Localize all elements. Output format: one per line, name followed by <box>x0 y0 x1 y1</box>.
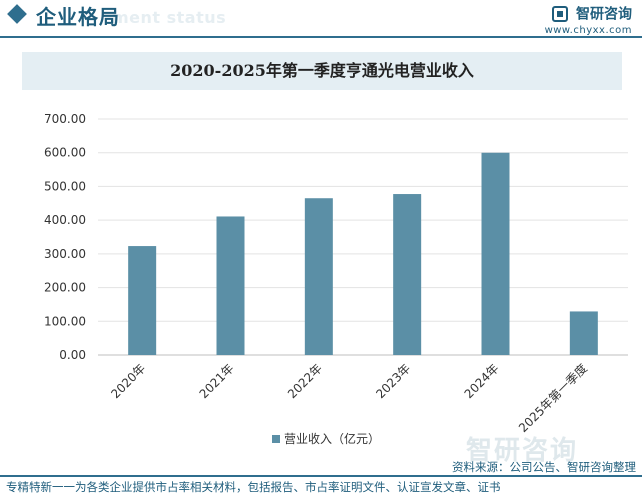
bar <box>216 216 245 355</box>
footer-watermark: 智研咨询 <box>466 436 579 466</box>
legend: 营业收入（亿元） <box>272 431 380 446</box>
y-tick-label: 600.00 <box>44 146 86 160</box>
revenue-bar-chart: 0.00 100.00 200.00 300.00 400.00 500.00 600.00… <box>44 112 628 446</box>
y-tick-label: 200.00 <box>44 281 86 295</box>
y-tick-label: 700.00 <box>44 112 86 126</box>
x-tick-label: 2023年 <box>373 361 413 401</box>
y-tick-label: 500.00 <box>44 179 86 193</box>
x-tick-label: 2020年 <box>108 361 148 401</box>
data-source: 资料来源：公司公告、智研咨询整理 <box>452 460 636 474</box>
legend-swatch <box>272 435 280 443</box>
page-header: ment status 企业格局 智研咨询 www.chyxx.com <box>0 0 642 42</box>
bar <box>393 194 422 355</box>
x-tick-label: 2025年第一季度 <box>515 361 590 436</box>
footer-divider <box>0 475 642 477</box>
y-tick-labels: 0.00 100.00 200.00 300.00 400.00 500.00 600.00… <box>44 112 86 362</box>
header-watermark: ment status <box>112 8 227 27</box>
section-title: 企业格局 <box>36 5 120 29</box>
gridlines <box>98 118 628 356</box>
chart-title: 2020-2025年第一季度亨通光电营业收入 <box>170 61 474 80</box>
y-tick-label: 300.00 <box>44 247 86 261</box>
brand-url: www.chyxx.com <box>544 24 632 36</box>
brand-block: 智研咨询 www.chyxx.com <box>545 3 632 36</box>
y-tick-label: 400.00 <box>44 213 86 227</box>
header-divider <box>0 36 642 38</box>
bar <box>304 198 333 355</box>
x-tick-label: 2024年 <box>462 361 502 401</box>
brand-logo-icon <box>551 5 568 22</box>
bars <box>128 152 598 355</box>
x-tick-label: 2021年 <box>197 361 237 401</box>
page-footer: 资料来源：公司公告、智研咨询整理 专精特新一一为各类企业提供市占率相关材料，包括… <box>0 456 642 496</box>
x-tick-label: 2022年 <box>285 361 325 401</box>
legend-label: 营业收入（亿元） <box>284 431 380 446</box>
chart-title-band: 2020-2025年第一季度亨通光电营业收入 <box>22 52 622 90</box>
footer-note: 专精特新一一为各类企业提供市占率相关材料，包括报告、市占率证明文件、认证宣发文章… <box>6 480 501 494</box>
bar <box>128 246 157 355</box>
y-tick-label: 100.00 <box>44 314 86 328</box>
bar <box>569 311 598 355</box>
brand-name: 智研咨询 <box>576 6 632 23</box>
y-tick-label: 0.00 <box>59 348 86 362</box>
x-tick-labels: 2020年 2021年 2022年 2023年 2024年 2025年第一季度 <box>108 361 590 436</box>
bar <box>481 152 510 355</box>
